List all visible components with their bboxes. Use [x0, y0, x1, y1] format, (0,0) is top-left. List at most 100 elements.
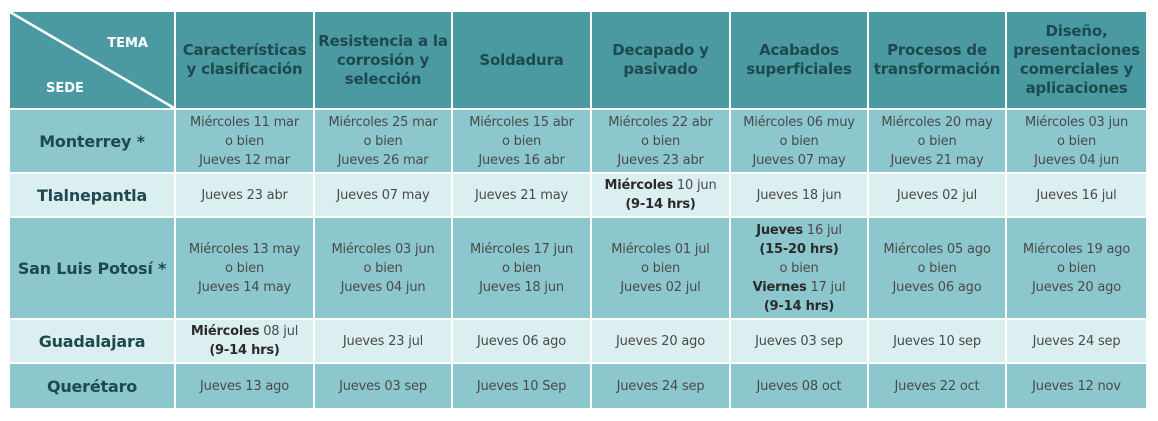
site-name: Monterrey *	[10, 110, 174, 172]
date-line: Jueves 16 jul	[1007, 186, 1146, 205]
date-line: Miércoles 01 jul	[592, 240, 729, 259]
date-cell: Jueves 08 oct	[731, 364, 867, 408]
date-cell: Miércoles 15 abr o bien Jueves 16 abr	[453, 110, 590, 172]
text: o bien	[1057, 260, 1096, 276]
date-line: Miércoles 11 mar	[176, 113, 313, 132]
text: Jueves 02 jul	[620, 279, 701, 295]
text: Jueves 16 abr	[478, 152, 565, 168]
date-cell: Jueves 02 jul	[869, 174, 1005, 216]
date-cell: Jueves 23 abr	[176, 174, 313, 216]
bold-text: Miércoles	[604, 178, 674, 193]
text: Jueves 10 sep	[893, 333, 981, 349]
text: 08 jul	[259, 324, 299, 339]
text: Jueves 12 nov	[1032, 378, 1121, 394]
date-cell: Jueves 06 ago	[453, 320, 590, 362]
date-cell: Jueves 16 jul (15-20 hrs) o bien Viernes 17…	[731, 218, 867, 318]
date-cell: Jueves 10 sep	[869, 320, 1005, 362]
text: Miércoles 22 abr	[608, 114, 713, 130]
date-line: o bien	[731, 132, 867, 151]
text: Jueves 08 oct	[756, 378, 842, 394]
date-line: Jueves 14 may	[176, 278, 313, 297]
date-line: Jueves 20 ago	[592, 332, 729, 351]
text: 17 jul	[806, 279, 846, 295]
date-cell: Miércoles 06 muy o bien Jueves 07 may	[731, 110, 867, 172]
date-line: Jueves 08 oct	[731, 377, 867, 396]
date-cell: Miércoles 01 jul o bien Jueves 02 jul	[592, 218, 729, 318]
bold-text: (9-14 hrs)	[209, 343, 280, 358]
date-line: Jueves 03 sep	[731, 332, 867, 351]
text: Miércoles 17 jun	[469, 241, 574, 257]
date-line: o bien	[176, 259, 313, 278]
date-line: Miércoles 10 jun	[592, 176, 729, 195]
date-cell: Jueves 24 sep	[1007, 320, 1146, 362]
date-line: Jueves 10 sep	[869, 332, 1005, 351]
bold-text: Viernes	[752, 279, 807, 295]
date-line: o bien	[1007, 259, 1146, 278]
topic-header: Acabados superficiales	[731, 12, 867, 108]
date-line: Miércoles 05 ago	[869, 240, 1005, 259]
text: Jueves 03 sep	[339, 378, 427, 394]
text: o bien	[363, 133, 403, 149]
text: Miércoles 03 jun	[331, 241, 435, 257]
date-cell: Jueves 12 nov	[1007, 364, 1146, 408]
date-line: Jueves 20 ago	[1007, 278, 1146, 297]
date-line: Jueves 16 jul	[731, 221, 867, 240]
site-name: Guadalajara	[10, 320, 174, 362]
date-line: Jueves 23 abr	[592, 151, 729, 170]
date-line: o bien	[315, 259, 451, 278]
date-cell: Miércoles 20 may o bien Jueves 21 may	[869, 110, 1005, 172]
text: 10 jun	[672, 178, 717, 193]
date-line: Miércoles 19 ago	[1007, 240, 1146, 259]
text: Jueves 21 may	[474, 187, 569, 203]
date-line: Jueves 03 sep	[315, 377, 451, 396]
text: Jueves 16 jul	[1036, 187, 1117, 203]
date-line: (9-14 hrs)	[176, 341, 313, 360]
date-line: Jueves 18 jun	[731, 186, 867, 205]
date-cell: Miércoles 03 jun o bien Jueves 04 jun	[315, 218, 451, 318]
text: Jueves 24 sep	[1032, 333, 1121, 349]
text: o bien	[502, 133, 541, 149]
date-line: Jueves 23 abr	[176, 186, 313, 205]
text: Jueves 04 jun	[340, 279, 426, 295]
date-line: Jueves 02 jul	[869, 186, 1005, 205]
date-cell: Miércoles 13 may o bien Jueves 14 may	[176, 218, 313, 318]
topic-header: Diseño, presentaciones comerciales y apl…	[1007, 12, 1146, 108]
date-line: o bien	[869, 132, 1005, 151]
date-cell: Miércoles 11 mar o bien Jueves 12 mar	[176, 110, 313, 172]
date-line: Jueves 06 ago	[869, 278, 1005, 297]
date-line: Jueves 24 sep	[1007, 332, 1146, 351]
text: Jueves 06 ago	[892, 279, 982, 295]
text: o bien	[917, 133, 957, 149]
date-line: o bien	[592, 132, 729, 151]
date-line: Jueves 24 sep	[592, 377, 729, 396]
date-line: Jueves 18 jun	[453, 278, 590, 297]
text: Jueves 23 abr	[617, 152, 704, 168]
date-cell: Jueves 16 jul	[1007, 174, 1146, 216]
text: Jueves 14 may	[197, 279, 292, 295]
date-cell: Miércoles 08 jul (9-14 hrs)	[176, 320, 313, 362]
date-line: Miércoles 22 abr	[592, 113, 729, 132]
table-row: Querétaro Jueves 13 ago Jueves 03 sep Jueve…	[10, 364, 1146, 408]
text: Miércoles 20 may	[881, 114, 993, 130]
date-line: Miércoles 03 jun	[1007, 113, 1146, 132]
date-line: o bien	[176, 132, 313, 151]
text: 16 jul	[802, 222, 842, 238]
text: Miércoles 06 muy	[743, 114, 855, 130]
date-cell: Jueves 22 oct	[869, 364, 1005, 408]
date-line: o bien	[869, 259, 1005, 278]
table-row: Monterrey * Miércoles 11 mar o bien Jueves …	[10, 110, 1146, 172]
date-cell: Jueves 13 ago	[176, 364, 313, 408]
text: o bien	[1057, 133, 1096, 149]
date-cell: Miércoles 10 jun (9-14 hrs)	[592, 174, 729, 216]
date-cell: Miércoles 22 abr o bien Jueves 23 abr	[592, 110, 729, 172]
date-cell: Jueves 18 jun	[731, 174, 867, 216]
site-name: Querétaro	[10, 364, 174, 408]
schedule-table: TEMA SEDE Características y clasificació…	[8, 10, 1148, 410]
date-line: Jueves 02 jul	[592, 278, 729, 297]
text: Jueves 23 abr	[201, 187, 288, 203]
sede-label: SEDE	[46, 81, 84, 96]
text: Jueves 04 jun	[1034, 152, 1119, 168]
date-line: Jueves 07 may	[315, 186, 451, 205]
text: o bien	[225, 133, 264, 149]
text: Jueves 20 ago	[616, 333, 705, 349]
